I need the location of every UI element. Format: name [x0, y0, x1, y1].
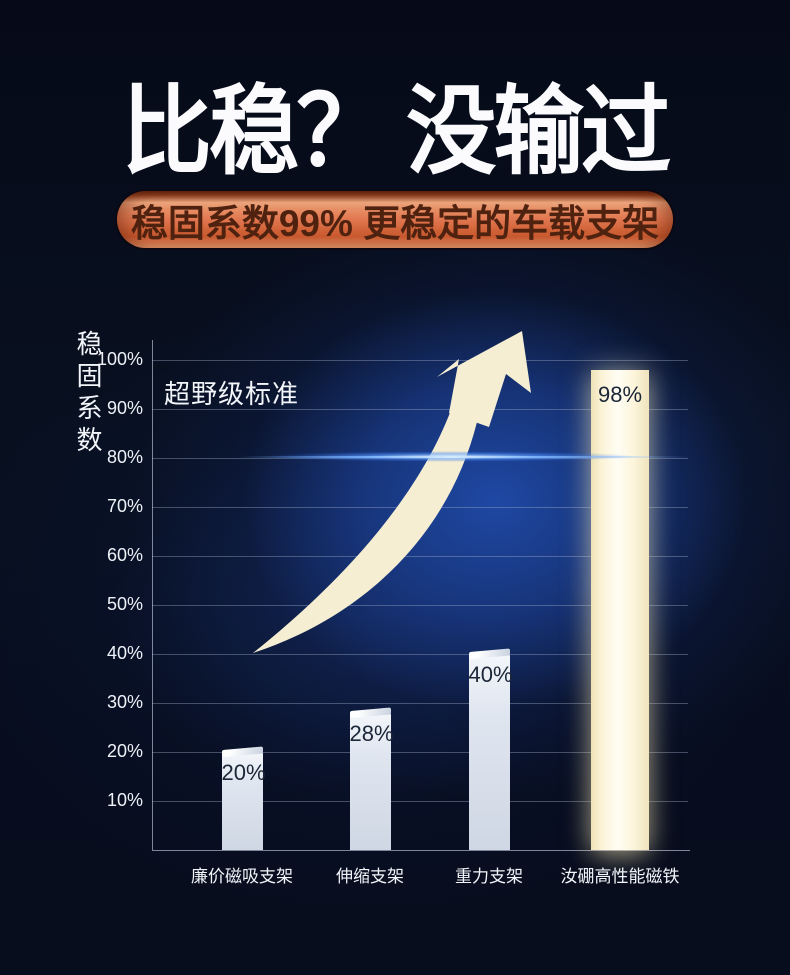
- bar-value-label: 98%: [597, 382, 643, 407]
- gridline: [152, 409, 688, 410]
- y-tick-label: 100%: [96, 349, 143, 369]
- x-axis-line: [152, 850, 690, 851]
- category-label: 廉价磁吸支架: [191, 867, 293, 886]
- bar-value-label: 40%: [468, 662, 513, 687]
- blue-glow-highlight-line: [238, 450, 690, 463]
- stability-badge: 稳固系数99% 更稳定的车载支架: [117, 191, 673, 248]
- bar: 28%: [349, 713, 394, 850]
- bar-value-label: 20%: [221, 760, 266, 785]
- category-label: 伸缩支架: [336, 867, 404, 886]
- bar-value-label: 28%: [349, 721, 394, 746]
- bar: 98%: [591, 370, 649, 850]
- y-tick-label: 30%: [106, 692, 143, 712]
- gridline: [152, 801, 688, 802]
- y-tick-label: 20%: [106, 741, 143, 761]
- y-tick-label: 70%: [106, 496, 143, 516]
- y-tick-label: 50%: [106, 594, 143, 614]
- bar: 20%: [221, 752, 266, 850]
- y-tick-label: 40%: [106, 643, 143, 663]
- page-title: 比稳？ 没输过: [121, 77, 672, 186]
- gridline: [152, 752, 688, 753]
- y-tick-label: 10%: [106, 790, 143, 810]
- category-label: 汝硼高性能磁铁: [560, 867, 680, 886]
- y-tick-label: 60%: [106, 545, 143, 565]
- bar: 40%: [468, 654, 513, 850]
- gridline: [152, 654, 688, 655]
- category-label: 重力支架: [455, 867, 523, 886]
- y-axis-line: [152, 340, 153, 850]
- gridline: [152, 703, 688, 704]
- y-axis-title: 稳固系数: [73, 330, 103, 458]
- gridline: [152, 360, 688, 361]
- y-tick-label: 90%: [106, 398, 143, 418]
- stability-badge-label: 稳固系数99% 更稳定的车载支架: [130, 202, 660, 244]
- y-tick-label: 80%: [106, 447, 143, 467]
- chart-annotation: 超野级标准: [164, 379, 300, 409]
